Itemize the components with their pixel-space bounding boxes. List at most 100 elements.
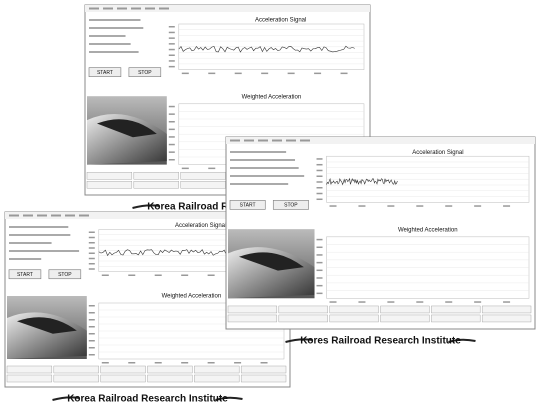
status-field (330, 315, 379, 322)
tick-text (474, 205, 481, 207)
status-field (134, 181, 179, 188)
status-field (330, 306, 379, 313)
tick-text (89, 305, 95, 307)
tick-text (317, 164, 323, 166)
tick-text (169, 43, 175, 45)
menu-item (230, 140, 240, 142)
menu-item (79, 215, 89, 217)
tick-text (128, 275, 135, 277)
menu-item (117, 8, 127, 10)
status-field (381, 306, 430, 313)
status-field (54, 366, 99, 373)
button-label[interactable]: STOP (138, 70, 152, 76)
button-label[interactable]: STOP (58, 272, 72, 278)
tick-text (317, 270, 323, 272)
info-line (89, 51, 139, 53)
status-field (381, 315, 430, 322)
tick-text (89, 242, 95, 244)
tick-text (89, 258, 95, 260)
menu-item (37, 215, 47, 217)
tick-text (317, 199, 323, 201)
status-field (431, 315, 480, 322)
menu-item (159, 8, 169, 10)
tick-text (235, 73, 242, 75)
tick-text (89, 333, 95, 335)
tick-text (317, 285, 323, 287)
menu-item (51, 215, 61, 217)
tick-text (169, 151, 175, 153)
tick-text (234, 362, 241, 364)
menu-item (258, 140, 268, 142)
tick-text (317, 170, 323, 172)
info-line (9, 242, 52, 244)
tick-text (317, 293, 323, 295)
tick-text (182, 73, 189, 75)
tick-text (317, 158, 323, 160)
plot-title: Weighted Acceleration (162, 294, 222, 300)
info-line (89, 43, 131, 45)
status-field (54, 375, 99, 382)
tick-text (416, 205, 423, 207)
tick-text (317, 175, 323, 177)
info-line (89, 19, 140, 21)
menu-item (272, 140, 282, 142)
tick-text (169, 32, 175, 34)
status-field (87, 181, 132, 188)
tick-text (89, 319, 95, 321)
tick-text (89, 340, 95, 342)
menu-bar (85, 5, 370, 12)
screenshot: START STOP Acceleration Signal Weighted Acc… (0, 0, 539, 414)
menu-item (300, 140, 310, 142)
status-field (181, 181, 226, 188)
tick-text (317, 247, 323, 249)
tick-text (169, 159, 175, 161)
tick-text (330, 301, 337, 303)
button-label[interactable]: STOP (284, 202, 298, 208)
button-label[interactable]: START (17, 272, 33, 278)
info-line (230, 183, 288, 185)
menu-item (89, 8, 99, 10)
status-field (87, 172, 132, 179)
tick-text (261, 362, 268, 364)
caption: Korea Railroad Research Institute (67, 394, 228, 405)
tick-text (169, 37, 175, 39)
tick-text (317, 254, 323, 256)
plot-title: Acceleration Signal (412, 150, 463, 156)
tick-text (102, 362, 109, 364)
status-field (101, 375, 146, 382)
button-label[interactable]: START (240, 202, 256, 208)
button-label[interactable]: START (97, 70, 113, 76)
status-field (148, 375, 193, 382)
tick-text (169, 113, 175, 115)
tick-text (89, 268, 95, 270)
plot-title: Acceleration Signal (255, 18, 306, 24)
tick-text (128, 362, 135, 364)
tick-text (317, 187, 323, 189)
app-window: START STOP Acceleration Signal Weighted Acc… (226, 137, 535, 347)
status-field (431, 306, 480, 313)
tick-text (358, 205, 365, 207)
tick-text (89, 354, 95, 356)
tick-text (169, 121, 175, 123)
caption: Kores Railroad Research Institute (300, 336, 461, 347)
tick-text (181, 362, 188, 364)
menu-item (131, 8, 141, 10)
status-field (7, 375, 52, 382)
plot-title: Weighted Acceleration (398, 227, 458, 233)
tick-text (169, 144, 175, 146)
status-field (228, 306, 277, 313)
tick-text (416, 301, 423, 303)
tick-text (89, 326, 95, 328)
status-field (181, 172, 226, 179)
tick-text (169, 129, 175, 131)
tick-text (169, 106, 175, 108)
tick-text (89, 263, 95, 265)
tick-text (155, 362, 162, 364)
plot-title: Acceleration Signal (175, 223, 226, 229)
tick-text (387, 301, 394, 303)
menu-item (65, 215, 75, 217)
menu-item (244, 140, 254, 142)
page: START STOP Acceleration Signal Weighted Acc… (0, 0, 539, 414)
tick-text (155, 275, 162, 277)
plot-title: Weighted Acceleration (242, 94, 302, 100)
